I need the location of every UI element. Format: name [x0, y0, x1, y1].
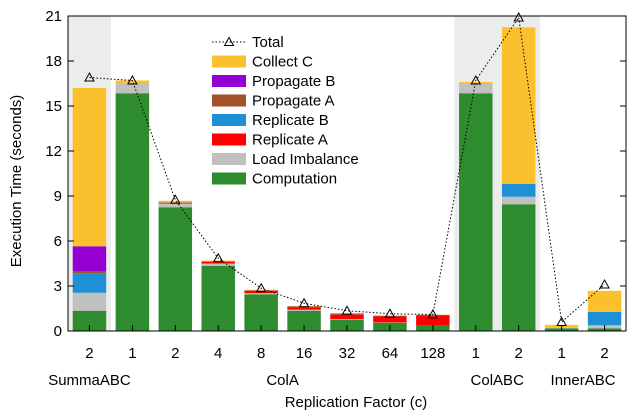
- total-marker-9: [470, 74, 482, 85]
- x-tick-label-11: 1: [557, 345, 565, 362]
- total-marker-1: [127, 74, 138, 85]
- y-axis-label: Execution Time (seconds): [8, 95, 25, 268]
- bar-load-imbalance-6: [330, 319, 364, 320]
- total-line-layer: [84, 11, 610, 326]
- bar-computation-4: [244, 294, 278, 331]
- legend-swatch-replicate-a: [212, 133, 246, 146]
- group-label-colabc: ColABC: [471, 372, 525, 389]
- x-tick-label-4: 8: [257, 345, 265, 362]
- legend-swatch-propagate-a: [212, 94, 246, 107]
- y-tick-label-9: 9: [54, 188, 62, 205]
- bar-collect-c-1: [115, 80, 150, 84]
- legend-marker-total: [223, 36, 235, 46]
- bar-load-imbalance-9: [459, 83, 493, 94]
- bar-collect-c-0: [72, 88, 107, 247]
- total-marker-3: [212, 252, 224, 263]
- x-tick-label-6: 32: [339, 345, 356, 362]
- bar-load-imbalance-4: [244, 293, 278, 295]
- bar-load-imbalance-10: [501, 196, 536, 205]
- bar-propagate-b-0: [72, 246, 107, 271]
- bar-collect-c-9: [459, 82, 493, 84]
- legend-label-load-imbalance: Load Imbalance: [252, 151, 359, 168]
- bar-computation-5: [287, 310, 321, 331]
- total-marker-0: [84, 71, 95, 82]
- bar-collect-c-12: [587, 290, 622, 312]
- bar-collect-c-2: [158, 200, 193, 203]
- total-marker-12: [599, 278, 610, 289]
- bar-load-imbalance-3: [201, 263, 235, 266]
- bar-replicate-b-12: [587, 311, 622, 326]
- bar-propagate-a-4: [244, 290, 278, 291]
- total-marker-6: [341, 305, 353, 315]
- bar-computation-2: [158, 207, 193, 331]
- bar-load-imbalance-0: [72, 292, 107, 311]
- bar-computation-9: [459, 93, 493, 331]
- legend-label-replicate-a: Replicate A: [252, 132, 328, 149]
- total-marker-4: [255, 282, 267, 293]
- bar-replicate-a-5: [287, 307, 321, 310]
- group-label-innerabc: InnerABC: [551, 372, 616, 389]
- x-tick-label-8: 128: [420, 345, 445, 362]
- bar-collect-c-10: [501, 27, 536, 184]
- y-tick-label-6: 6: [54, 233, 62, 250]
- plot-frame: [67, 15, 627, 332]
- bar-replicate-a-6: [330, 314, 364, 320]
- y-tick-label-12: 12: [45, 143, 62, 160]
- y-tick-label-0: 0: [54, 323, 62, 340]
- total-marker-2: [169, 194, 181, 204]
- total-marker-7: [384, 308, 396, 318]
- total-marker-10: [513, 11, 525, 22]
- bar-replicate-a-8: [416, 315, 450, 325]
- bar-computation-1: [115, 93, 150, 331]
- legend-label-replicate-b: Replicate B: [252, 112, 329, 129]
- bar-load-imbalance-1: [115, 83, 150, 94]
- y-tick-label-21: 21: [45, 8, 62, 25]
- legend-swatch-collect-c: [212, 55, 246, 68]
- legend-label-propagate-b: Propagate B: [252, 73, 335, 90]
- total-marker-8: [427, 308, 439, 319]
- bar-replicate-a-3: [201, 261, 235, 264]
- legend-label-collect-c: Collect C: [252, 54, 313, 71]
- x-tick-label-10: 2: [515, 345, 523, 362]
- x-tick-label-3: 4: [214, 345, 222, 362]
- legend-label-computation: Computation: [252, 171, 337, 188]
- bar-replicate-a-7: [373, 316, 407, 323]
- bars-layer: [72, 27, 622, 331]
- plot-border: [67, 15, 627, 332]
- total-marker-5: [298, 297, 310, 308]
- legend-swatch-load-imbalance: [212, 153, 246, 165]
- x-tick-label-12: 2: [600, 345, 608, 362]
- legend-label-propagate-a: Propagate A: [252, 93, 335, 110]
- bar-propagate-a-7: [373, 315, 407, 317]
- x-tick-label-1: 1: [128, 345, 136, 362]
- bar-load-imbalance-2: [158, 203, 193, 208]
- bar-load-imbalance-5: [287, 309, 321, 311]
- bar-propagate-a-0: [72, 271, 107, 274]
- legend-label-total: Total: [252, 34, 284, 51]
- x-tick-label-0: 2: [85, 345, 93, 362]
- group-label-cola: ColA: [266, 372, 299, 389]
- group-label-summaabc: SummaABC: [48, 372, 131, 389]
- x-axis-label: Replication Factor (c): [285, 394, 428, 411]
- legend-swatch-replicate-b: [212, 114, 246, 126]
- x-tick-label-2: 2: [171, 345, 179, 362]
- y-tick-label-18: 18: [45, 53, 62, 70]
- bar-collect-c-3: [201, 260, 235, 262]
- x-tick-label-7: 64: [382, 345, 399, 362]
- y-tick-label-15: 15: [45, 98, 62, 115]
- x-tick-label-9: 1: [472, 345, 480, 362]
- legend: Total Collect C Propagate B Propagate A Repl…: [212, 34, 359, 188]
- legend-swatch-computation: [212, 172, 246, 185]
- y-tick-label-3: 3: [54, 278, 62, 295]
- legend-swatch-propagate-b: [212, 75, 246, 87]
- x-tick-label-5: 16: [296, 345, 313, 362]
- bar-computation-10: [501, 204, 536, 331]
- bar-replicate-b-10: [501, 184, 536, 197]
- bar-replicate-b-0: [72, 273, 107, 293]
- bar-computation-0: [72, 310, 107, 331]
- bar-computation-3: [201, 265, 235, 331]
